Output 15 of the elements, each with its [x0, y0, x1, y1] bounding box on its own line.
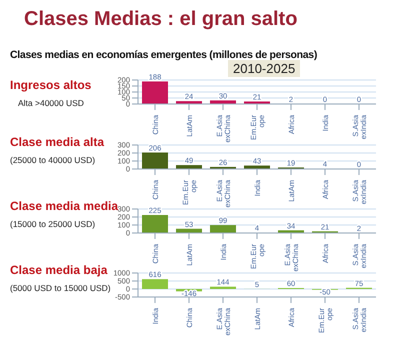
text: Clases Medias : el gran salto: [24, 8, 298, 31]
bar: [210, 225, 236, 233]
chart-title: Clase media alta: [10, 135, 104, 149]
text: (15000 to 25000 USD): [10, 219, 96, 229]
text: Clases medias en economías emergentes (millones de personas): [10, 49, 318, 61]
text: (5000 USD to 15000 USD): [10, 283, 111, 293]
text: Alta >40000 USD: [17, 98, 85, 108]
text: (25000 to 40000 USD): [10, 155, 96, 165]
bar: [142, 279, 168, 289]
chart-title: Ingresos altos: [10, 78, 92, 92]
bar: [142, 215, 168, 233]
bar: [142, 152, 168, 169]
bar: [142, 81, 168, 104]
text: 2010-2025: [228, 60, 300, 77]
chart-title: Clase media baja: [10, 263, 108, 277]
